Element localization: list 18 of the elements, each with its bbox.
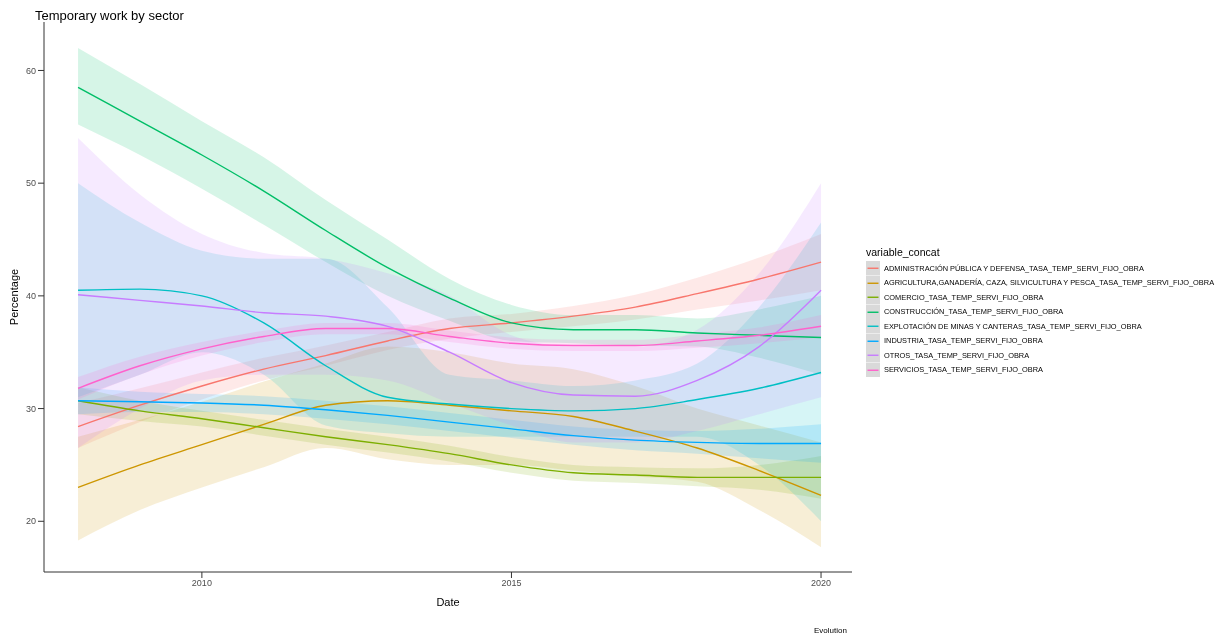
line-series [77,86,822,339]
y-tick-label: 30 [25,403,36,414]
y-tick-label: 20 [25,516,36,527]
x-axis-title: Date [436,596,460,608]
x-tick-label: 2010 [191,578,212,589]
legend-title: variable_concat [866,246,941,258]
line-series [77,261,822,428]
y-axis-title: Percentage [7,268,20,326]
chart-title: Temporary work by sector [35,8,184,23]
y-tick-label: 60 [25,65,36,76]
y-tick-label: 40 [25,291,36,302]
y-tick-label: 50 [25,178,36,189]
x-tick-label: 2015 [501,578,522,589]
line-series [77,325,822,389]
line-series [77,399,822,445]
line-series [77,399,822,479]
text: Evolution [814,626,847,635]
x-tick-label: 2020 [811,578,832,589]
